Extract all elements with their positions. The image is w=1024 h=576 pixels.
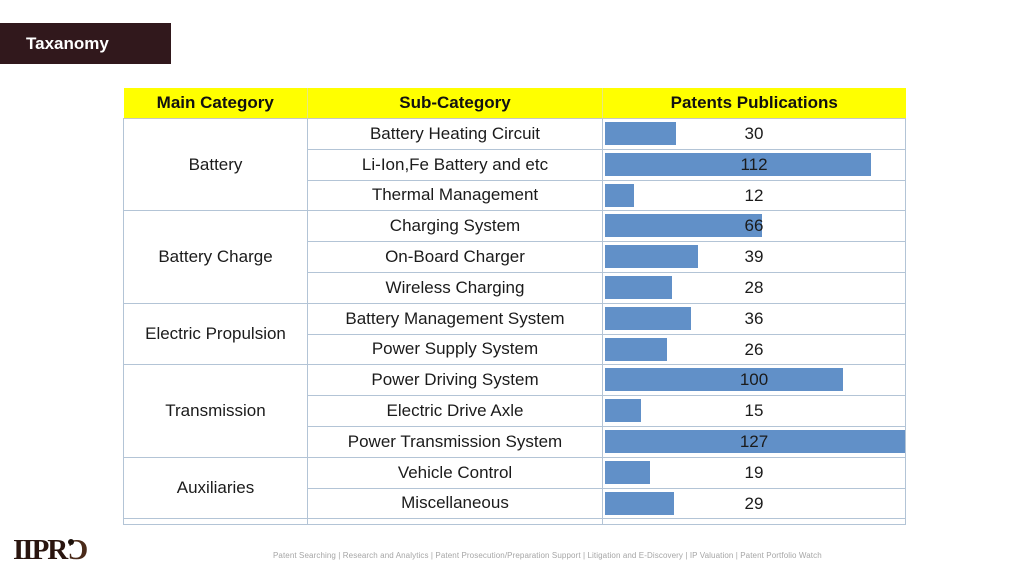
sub-category-cell: Charging System <box>307 210 603 243</box>
patents-bar-cell: 66 <box>602 210 906 243</box>
table-row: Battery Battery Heating Circuit 30 <box>123 117 906 212</box>
patents-bar-cell: 28 <box>602 271 906 304</box>
patents-bar <box>605 337 667 361</box>
main-category-cell: Auxiliaries <box>123 456 308 520</box>
table-row: Electric Drive Axle 15 <box>124 395 906 427</box>
sub-category-cell: Power Driving System <box>307 364 603 397</box>
patents-bar <box>605 122 677 145</box>
patents-bar <box>605 460 651 484</box>
sliver-cell <box>602 518 906 526</box>
patents-value: 112 <box>740 154 768 174</box>
footer-services: Patent Searching | Research and Analytic… <box>273 551 822 560</box>
table-row: Battery Charge Charging System 66 <box>123 210 906 304</box>
patents-value: 30 <box>744 124 764 143</box>
col-header-sub-category: Sub-Category <box>307 88 603 119</box>
sub-category-cell: Battery Heating Circuit <box>307 118 603 150</box>
sliver-cell <box>123 518 308 526</box>
patents-bar <box>605 275 672 299</box>
patents-bar-cell: 100 <box>602 364 906 397</box>
sub-category-cell: On-Board Charger <box>307 241 603 273</box>
patents-value: 19 <box>744 462 764 482</box>
table-row: Miscellaneous 29 <box>124 487 906 520</box>
patents-bar <box>605 152 872 176</box>
table-header: Main Category Sub-Category Patents Publi… <box>123 88 906 119</box>
table-row: Transmission Power Driving System 100 <box>123 364 906 458</box>
sub-category-cell: Vehicle Control <box>307 456 603 489</box>
table-row: Power Supply System 26 <box>124 333 906 366</box>
patents-value: 100 <box>739 370 769 390</box>
main-category-cell: Electric Propulsion <box>123 302 308 366</box>
sub-category-cell: Wireless Charging <box>307 271 603 304</box>
table-bottom-sliver-row <box>123 518 906 526</box>
patents-value: 26 <box>744 339 764 359</box>
patents-bar-cell: 36 <box>602 302 906 335</box>
table-row: Thermal Management 12 <box>124 179 906 212</box>
patents-value: 39 <box>744 247 764 267</box>
taxonomy-table: Main Category Sub-Category Patents Publi… <box>123 88 906 526</box>
patents-bar-cell: 127 <box>602 425 906 458</box>
col-header-main-category: Main Category <box>123 88 308 119</box>
patents-value: 12 <box>744 185 764 205</box>
patents-value: 29 <box>744 493 764 513</box>
patents-bar <box>605 214 762 238</box>
table-row: Auxiliaries Vehicle Control 19 <box>123 456 906 520</box>
patents-bar <box>605 491 674 515</box>
sub-category-cell: Li-Ion,Fe Battery and etc <box>307 148 603 181</box>
table-body: Battery Battery Heating Circuit 30 Li-Ion,F… <box>123 117 906 526</box>
sub-category-cell: Power Transmission System <box>307 425 603 458</box>
patents-bar <box>605 368 843 392</box>
table-row: Electric Propulsion Battery Management Sy… <box>123 302 906 366</box>
patents-bar-cell: 39 <box>602 241 906 273</box>
patents-bar <box>605 429 905 453</box>
patents-bar-cell: 29 <box>602 487 906 520</box>
patents-bar <box>605 306 691 330</box>
patents-bar-cell: 19 <box>602 456 906 489</box>
patents-value: 66 <box>744 216 764 236</box>
main-category-cell: Transmission <box>123 364 308 458</box>
title-badge-label: Taxanomy <box>26 33 109 53</box>
title-badge: Taxanomy <box>0 23 171 64</box>
patents-bar-cell: 112 <box>602 148 906 181</box>
sub-category-cell: Thermal Management <box>307 179 603 212</box>
col-header-patents-publications: Patents Publications <box>602 88 906 119</box>
sliver-cell <box>307 518 603 526</box>
table-row: On-Board Charger 39 <box>124 241 906 273</box>
patents-value: 36 <box>744 308 764 328</box>
logo-dot-icon <box>68 539 75 545</box>
patents-bar <box>605 245 698 269</box>
main-category-cell: Battery <box>123 117 308 212</box>
sub-category-cell: Battery Management System <box>307 302 603 335</box>
sub-category-cell: Power Supply System <box>307 333 603 366</box>
main-category-cell: Battery Charge <box>123 210 308 304</box>
table-row: Power Transmission System 127 <box>124 425 906 458</box>
patents-bar-cell: 26 <box>602 333 906 366</box>
patents-bar-cell: 15 <box>602 395 906 427</box>
table-row: Wireless Charging 28 <box>124 271 906 304</box>
sub-category-cell: Electric Drive Axle <box>307 395 603 427</box>
patents-bar-cell: 30 <box>602 118 906 150</box>
logo-text-iipr: IIPR <box>13 534 68 566</box>
table-header-row: Main Category Sub-Category Patents Publi… <box>123 88 906 119</box>
patents-bar <box>605 399 641 423</box>
patents-bar <box>605 183 634 207</box>
patents-value: 15 <box>744 401 764 421</box>
patents-value: 127 <box>739 431 769 451</box>
table-row: Li-Ion,Fe Battery and etc 112 <box>124 148 906 181</box>
sub-category-cell: Miscellaneous <box>307 487 603 520</box>
patents-value: 28 <box>744 277 764 297</box>
patents-bar-cell: 12 <box>602 179 906 212</box>
iiprd-logo: IIPRƆ <box>13 534 88 566</box>
